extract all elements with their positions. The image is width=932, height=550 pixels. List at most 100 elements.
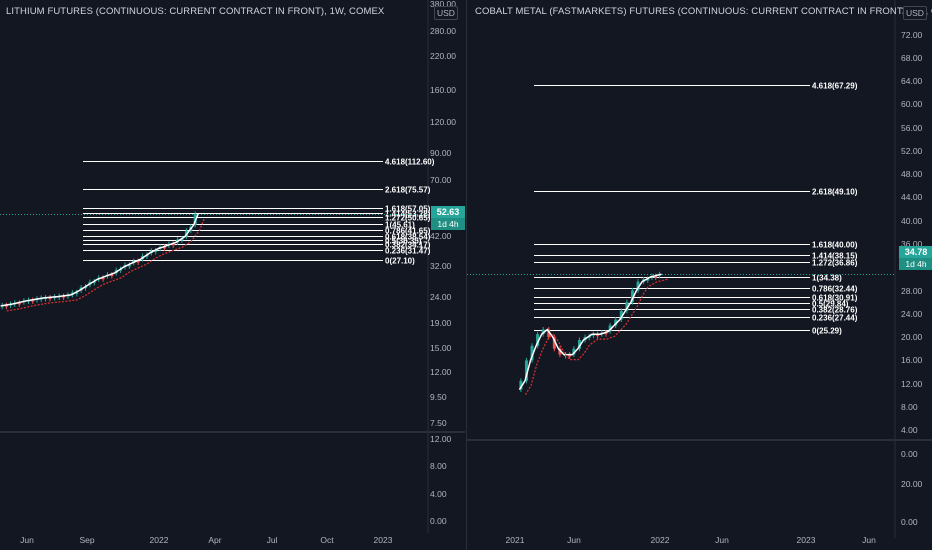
lithium-y-tick-label: 19.00 [430, 318, 452, 328]
cobalt-x-tick-label: 2021 [506, 535, 525, 545]
cobalt-y-tick-label: 56.00 [901, 123, 923, 133]
lithium-x-tick-label: Apr [208, 535, 221, 545]
lithium-lower-y-tick-label: 0.00 [430, 516, 447, 526]
lithium-y-tick-label: 7.50 [430, 418, 447, 428]
lithium-y-tick-label: 90.00 [430, 148, 452, 158]
cobalt-candle-body [547, 329, 551, 338]
lithium-x-tick-label: 2022 [150, 535, 169, 545]
cobalt-y-tick-label: 40.00 [901, 216, 923, 226]
cobalt-candle-body [636, 281, 640, 291]
lithium-y-tick-label: 120.00 [430, 117, 456, 127]
cobalt-y-tick-label: 8.00 [901, 402, 918, 412]
lithium-candle-body [154, 250, 158, 253]
lithium-chart-canvas[interactable]: 380.00 280.00 220.00 160.00 120.00 90.00 70.00… [0, 0, 466, 550]
cobalt-candle-body [572, 348, 576, 355]
lithium-candle-body [127, 264, 131, 267]
lithium-y-tick-label: 15.00 [430, 343, 452, 353]
lithium-fib-level-label: 1(45.61) [385, 221, 415, 230]
cobalt-y-tick-label: 0.00 [901, 449, 918, 459]
cobalt-x-tick-label: Jun [862, 535, 876, 545]
cobalt-chart-pane[interactable]: 76.0072.0068.0064.0060.0056.0052.0048.00… [466, 0, 932, 550]
lithium-fib-level-label: 0.5(36.35) [385, 237, 422, 246]
lithium-lagged-line [6, 218, 205, 312]
lithium-candle-body [101, 277, 105, 280]
cobalt-candle-body [630, 290, 634, 303]
cobalt-fib-level-label: 0(25.29) [812, 327, 842, 336]
lithium-y-tick-label: 42.00 [430, 231, 452, 241]
cobalt-candle-body [596, 334, 600, 337]
cobalt-y-tick-label: 12.00 [901, 379, 923, 389]
lithium-fib-level-label: 0(27.10) [385, 257, 415, 266]
lithium-candle-body [92, 281, 96, 283]
cobalt-currency-label[interactable]: USD [903, 6, 927, 20]
lithium-last-price-badge: 52.63 1d 4h [431, 206, 465, 230]
lithium-candle-body [17, 302, 21, 305]
cobalt-y-tick-label: 60.00 [901, 99, 923, 109]
cobalt-lower-y-tick-label: 0.00 [901, 517, 918, 527]
lithium-candle-body [75, 292, 79, 294]
lithium-y-tick-label: 9.50 [430, 392, 447, 402]
cobalt-y-tick-label: 52.00 [901, 146, 923, 156]
lithium-fib-level-label: 1.414(53.28) [385, 210, 431, 219]
lithium-y-tick-label: 280.00 [430, 26, 456, 36]
lithium-candle-body [136, 260, 140, 263]
cobalt-fib-level-label: 1.618(40.00) [812, 241, 858, 250]
cobalt-fib-level-label: 0.786(32.44) [812, 285, 858, 294]
lithium-x-tick-label: Oct [320, 535, 334, 545]
lithium-fib-level-label: 4.618(112.60) [385, 158, 435, 167]
cobalt-y-tick-label: 44.00 [901, 192, 923, 202]
cobalt-y-tick-label: 4.00 [901, 425, 918, 435]
lithium-chart-title: LITHIUM FUTURES (CONTINUOUS: CURRENT CON… [6, 6, 385, 17]
lithium-lower-y-tick-label: 8.00 [430, 461, 447, 471]
cobalt-candle-body [541, 329, 545, 335]
cobalt-y-tick-label: 36.00 [901, 239, 923, 249]
lithium-y-tick-label: 70.00 [430, 175, 452, 185]
cobalt-candle-body [646, 279, 650, 281]
lithium-bar-countdown: 1d 4h [431, 218, 465, 230]
cobalt-candle-body [608, 325, 612, 332]
cobalt-candle-body [577, 339, 581, 349]
cobalt-y-tick-label: 28.00 [901, 286, 923, 296]
cobalt-y-tick-label: 48.00 [901, 169, 923, 179]
cobalt-candle-body [625, 302, 629, 311]
lithium-candle-body [171, 243, 175, 246]
cobalt-fib-level-label: 0.618(30.91) [812, 294, 858, 303]
cobalt-bar-countdown: 1d 4h [899, 258, 932, 270]
cobalt-y-tick-label: 16.00 [901, 355, 923, 365]
lithium-candle-body [110, 274, 114, 277]
cobalt-fib-level-label: 0.5(29.84) [812, 300, 849, 309]
lithium-candle-body [48, 297, 52, 300]
lithium-candle-body [31, 299, 35, 302]
lithium-y-tick-label: 220.00 [430, 51, 456, 61]
lithium-chart-pane[interactable]: 380.00 280.00 220.00 160.00 120.00 90.00 70.00… [0, 0, 466, 550]
lithium-candle-body [162, 246, 166, 249]
cobalt-candle-body [604, 332, 608, 335]
cobalt-close-line [518, 273, 662, 391]
lithium-fib-level-label: 1.272(50.65) [385, 214, 431, 223]
cobalt-lower-y-tick-label: 20.00 [901, 479, 923, 489]
lithium-last-price: 52.63 [436, 207, 460, 217]
lithium-y-tick-label: 12.00 [430, 367, 452, 377]
cobalt-candle-body [558, 348, 562, 355]
lithium-lower-y-tick-label: 4.00 [430, 489, 447, 499]
cobalt-candle-body [614, 319, 618, 326]
cobalt-x-tick-label: Jun [567, 535, 581, 545]
cobalt-last-price-badge: 34.78 1d 4h [899, 246, 932, 270]
lithium-candle-body [62, 296, 66, 298]
lithium-y-tick-label: 160.00 [430, 85, 456, 95]
lithium-y-tick-label: 24.00 [430, 292, 452, 302]
cobalt-fib-level-label: 0.236(27.44) [812, 314, 858, 323]
lithium-lower-y-tick-label: 12.00 [430, 434, 452, 444]
cobalt-fib-level-label: 1.414(38.15) [812, 252, 858, 261]
cobalt-candle-body [552, 337, 556, 349]
cobalt-chart-canvas[interactable]: 76.0072.0068.0064.0060.0056.0052.0048.00… [467, 0, 932, 550]
lithium-currency-label[interactable]: USD [434, 6, 458, 20]
lithium-candle-body [4, 305, 8, 307]
cobalt-y-tick-label: 68.00 [901, 53, 923, 63]
lithium-fib-level-label: 2.618(75.57) [385, 186, 431, 195]
cobalt-x-tick-label: Jun [715, 535, 729, 545]
lithium-fib-level-label: 0.786(41.65) [385, 227, 431, 236]
cobalt-candle-body [519, 380, 523, 390]
cobalt-candle-body [530, 345, 534, 361]
cobalt-fib-level-label: 1(34.38) [812, 274, 842, 283]
